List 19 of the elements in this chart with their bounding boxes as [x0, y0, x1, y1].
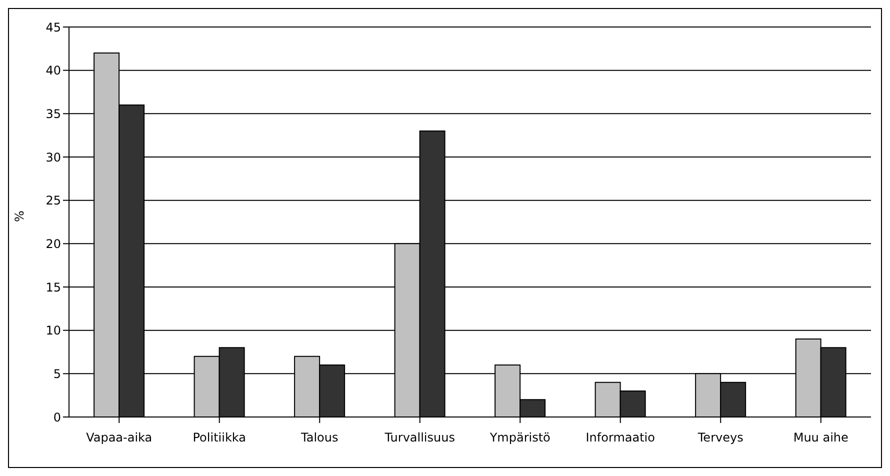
y-tick-label: 5 [53, 366, 61, 381]
y-tick-label: 10 [46, 324, 61, 338]
x-tick-label: Muu aihe [793, 430, 848, 445]
x-tick-label: Politiikka [192, 430, 246, 445]
x-tick-label: Terveys [696, 430, 744, 445]
y-tick-label: 45 [46, 20, 61, 34]
x-tick-label: Informaatio [586, 430, 655, 445]
x-tick-label: Talous [300, 430, 338, 445]
y-axis-title: % [12, 210, 26, 222]
y-tick-label: 0 [53, 410, 61, 424]
x-tick-label: Vapaa-aika [86, 430, 152, 445]
y-tick-label: 25 [46, 194, 61, 208]
x-tick-label: Turvallisuus [384, 430, 455, 445]
y-tick-label: 35 [46, 106, 61, 121]
x-tick-label: Ympäristö [488, 430, 550, 445]
y-tick-label: 30 [46, 150, 61, 164]
y-tick-label: 20 [46, 236, 61, 251]
y-tick-label: 15 [46, 280, 61, 294]
y-tick-label: 40 [46, 64, 61, 78]
